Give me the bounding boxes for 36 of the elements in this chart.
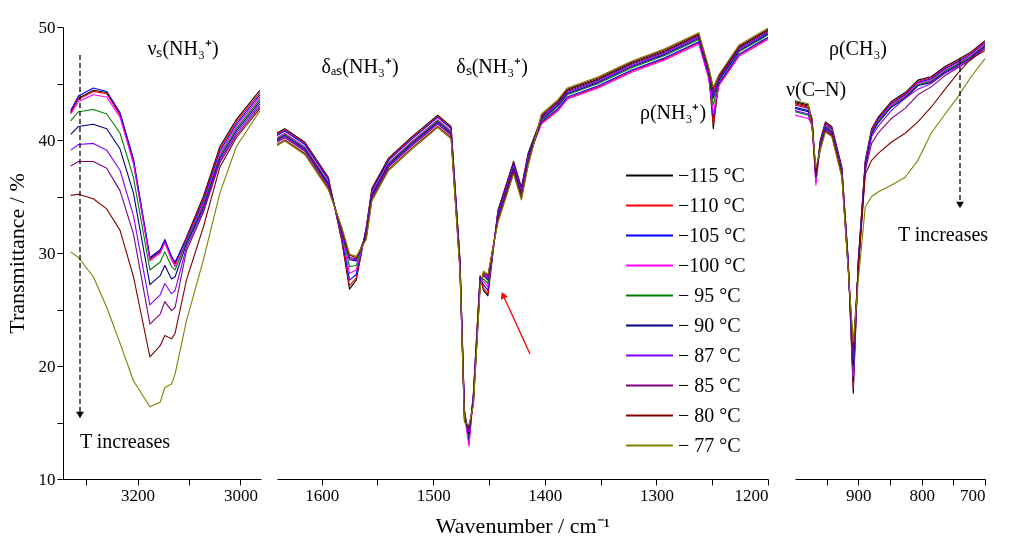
annotation: δₛ(NH₃⁺) <box>456 55 528 78</box>
legend-label: − 77 °C <box>678 433 741 456</box>
legend-label: −110 °C <box>678 193 745 216</box>
legend-label: − 95 °C <box>678 283 741 306</box>
x-tick-label: 1400 <box>528 485 563 505</box>
annotation: ν(C–N) <box>785 78 847 101</box>
y-tick-label: 10 <box>38 469 56 489</box>
legend-label: −100 °C <box>678 253 746 276</box>
y-tick-label: 40 <box>38 130 56 150</box>
annotation: δₐₛ(NH₃⁺) <box>321 55 399 78</box>
legend-label: − 80 °C <box>678 403 741 426</box>
legend-label: −115 °C <box>678 163 745 186</box>
y-tick-label: 50 <box>38 17 56 37</box>
x-tick-label: 1200 <box>734 485 769 505</box>
legend-label: − 87 °C <box>678 343 741 366</box>
x-tick-label: 1300 <box>639 485 674 505</box>
annotation: ρ(CH₃) <box>828 37 888 60</box>
x-tick-label: 700 <box>960 485 986 505</box>
legend-label: − 85 °C <box>678 373 741 396</box>
line-series <box>70 110 261 408</box>
x-tick-label: 800 <box>909 485 935 505</box>
x-tick-label: 1600 <box>305 485 340 505</box>
y-tick-label: 30 <box>38 243 56 263</box>
annotation: T increases <box>79 430 171 452</box>
x-tick-label: 3200 <box>121 485 156 505</box>
legend-label: − 90 °C <box>678 313 741 336</box>
y-tick-label: 20 <box>38 356 56 376</box>
y-axis-title: Transmittance / % <box>3 173 29 334</box>
annotation: ρ(NH₃⁺) <box>639 101 707 124</box>
x-axis-title: Wavenumber / cm⁻¹ <box>435 512 611 538</box>
annotation: T increases <box>897 223 989 245</box>
legend-label: −105 °C <box>678 223 746 246</box>
x-tick-label: 900 <box>846 485 872 505</box>
annotation: νₛ(NH₃⁺) <box>147 37 219 60</box>
x-tick-label: 1500 <box>416 485 451 505</box>
x-tick-label: 3000 <box>223 485 258 505</box>
